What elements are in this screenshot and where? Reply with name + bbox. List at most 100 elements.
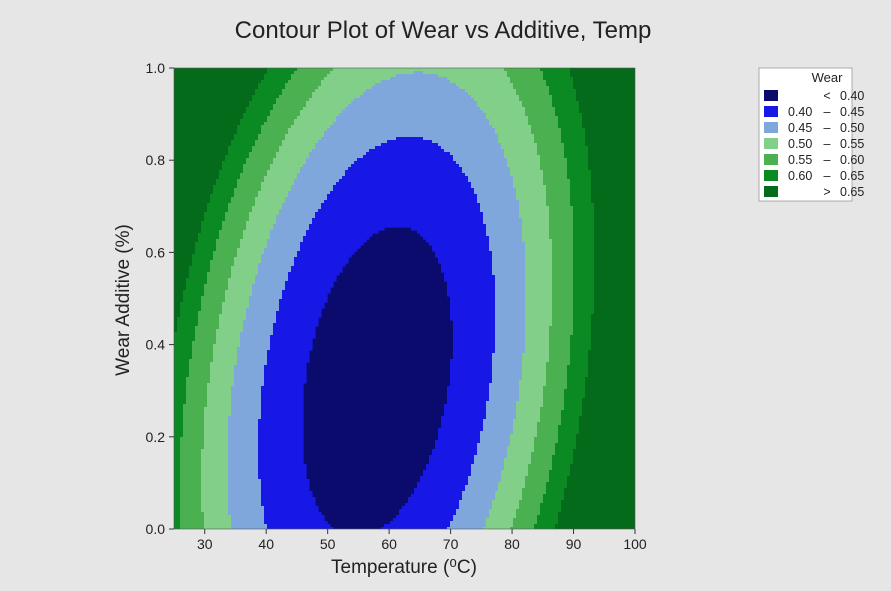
contour-cell [309,74,313,78]
contour-cell [351,74,355,78]
contour-cell [408,71,412,75]
contour-cell [231,71,235,75]
contour-cell [195,71,199,75]
contour-cell [345,71,349,75]
contour-cell [258,74,262,78]
contour-cell [525,77,529,81]
contour-cell [603,68,607,72]
contour-cell [372,68,376,72]
contour-cell [627,77,631,81]
contour-cell [258,77,262,81]
contour-cell [606,74,610,78]
contour-cell [375,71,379,75]
contour-cell [174,71,178,75]
contour-cell [453,77,457,81]
contour-cell [612,74,616,78]
contour-cell [438,77,442,81]
contour-cell [360,68,364,72]
contour-cell [339,71,343,75]
contour-cell [354,77,358,81]
contour-cell [543,71,547,75]
contour-cell [231,68,235,72]
contour-cell [483,74,487,78]
contour-cell [456,68,460,72]
contour-cell [477,71,481,75]
contour-cell [327,68,331,72]
contour-cell [273,71,277,75]
contour-cell [297,68,301,72]
contour-cell [603,74,607,78]
contour-cell [447,71,451,75]
contour-cell [558,77,562,81]
contour-cell [552,77,556,81]
contour-cell [579,77,583,81]
contour-cell [213,68,217,72]
contour-cell [324,77,328,81]
contour-cell [408,77,412,81]
contour-cell [267,74,271,78]
contour-cell [507,74,511,78]
contour-cell [408,74,412,78]
contour-cell [588,74,592,78]
contour-cell [573,74,577,78]
contour-cell [405,71,409,75]
contour-cell [258,71,262,75]
contour-cell [198,77,202,81]
contour-cell [456,74,460,78]
contour-cell [321,68,325,72]
contour-cell [480,77,484,81]
contour-cell [387,68,391,72]
contour-cell [519,77,523,81]
contour-cell [486,68,490,72]
contour-cell [336,77,340,81]
contour-cell [531,74,535,78]
contour-cell [216,77,220,81]
contour-cell [378,71,382,75]
contour-cell [633,68,635,72]
contour-cell [627,71,631,75]
contour-cell [264,68,268,72]
contour-cell [177,74,181,78]
contour-cell [411,71,415,75]
contour-cell [492,68,496,72]
contour-cell [621,71,625,75]
contour-cell [534,71,538,75]
contour-cell [396,74,400,78]
contour-cell [420,71,424,75]
contour-cell [534,77,538,81]
contour-cell [195,77,199,81]
contour-cell [471,68,475,72]
contour-cell [564,68,568,72]
contour-cell [219,74,223,78]
contour-cell [591,71,595,75]
contour-cell [570,71,574,75]
contour-cell [447,74,451,78]
contour-cell [264,71,268,75]
contour-cell [366,77,370,81]
contour-cell [276,77,280,81]
contour-cell [306,68,310,72]
contour-cell [420,68,424,72]
contour-cell [288,68,292,72]
contour-cell [351,77,355,81]
contour-cell [312,74,316,78]
contour-cell [612,71,616,75]
contour-cell [567,77,571,81]
contour-cell [489,71,493,75]
contour-cell [405,68,409,72]
contour-cell [174,68,178,72]
contour-cell [417,77,421,81]
contour-cell [516,74,520,78]
contour-cell [609,77,613,81]
contour-cell [453,74,457,78]
contour-cell [318,71,322,75]
contour-cell [393,71,397,75]
contour-cell [423,68,427,72]
contour-cell [570,74,574,78]
contour-cell [336,68,340,72]
contour-cell [510,77,514,81]
contour-cell [345,77,349,81]
contour-cell [204,74,208,78]
contour-cell [600,68,604,72]
contour-cell [423,74,427,78]
